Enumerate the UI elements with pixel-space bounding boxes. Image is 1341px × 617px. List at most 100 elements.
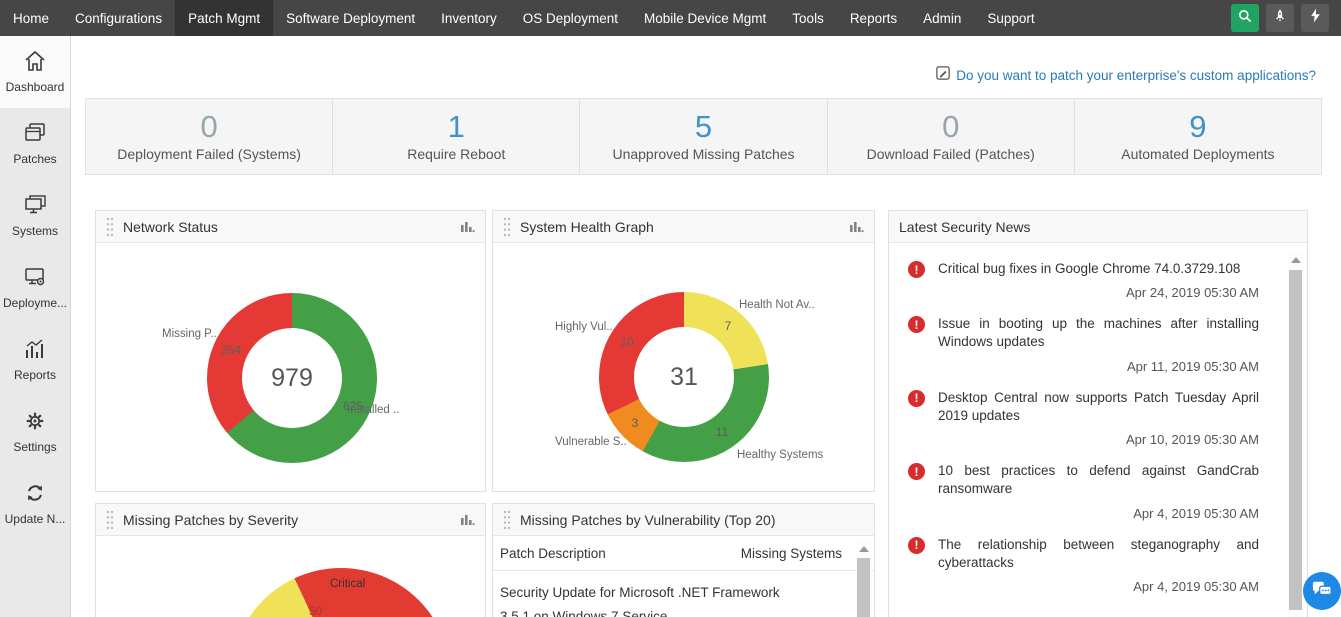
scroll-up-icon[interactable] xyxy=(1291,257,1301,263)
nav-item-software-deployment[interactable]: Software Deployment xyxy=(273,0,428,36)
nav-item-support[interactable]: Support xyxy=(974,0,1047,36)
nav-item-home[interactable]: Home xyxy=(0,0,62,36)
news-item[interactable]: ! Critical bug fixes in Google Chrome 74… xyxy=(889,247,1307,278)
column-missing-systems: Missing Systems xyxy=(741,546,842,561)
nav-item-patch-mgmt[interactable]: Patch Mgmt xyxy=(175,0,273,36)
drag-handle-icon[interactable] xyxy=(106,216,114,238)
nav-item-mobile-device-mgmt[interactable]: Mobile Device Mgmt xyxy=(631,0,779,36)
slice-value-healthy: 11 xyxy=(716,425,728,439)
slice-label-highly-vulnerable: Highly Vul.. xyxy=(555,321,613,333)
network-status-donut-chart[interactable]: 354 625 979 xyxy=(207,293,377,463)
sidebar-item-dashboard[interactable]: Dashboard xyxy=(0,36,70,108)
slice-label-vulnerable: Vulnerable S.. xyxy=(555,436,627,448)
severity-panel: Missing Patches by Severity Critical 50 xyxy=(95,503,486,617)
panel-title: Missing Patches by Vulnerability (Top 20… xyxy=(520,512,776,528)
drag-handle-icon[interactable] xyxy=(503,216,511,238)
vulnerability-table-header: Patch Description Missing Systems xyxy=(493,536,874,571)
sidebar-item-deployment[interactable]: Deployme... xyxy=(0,252,70,324)
news-item-date: Apr 10, 2019 05:30 AM xyxy=(889,425,1307,449)
bar-chart-icon[interactable] xyxy=(460,513,475,527)
nav-item-os-deployment[interactable]: OS Deployment xyxy=(510,0,631,36)
donut-total: 31 xyxy=(634,327,734,427)
network-status-panel: Network Status 354 625 979 Missing P.. I… xyxy=(95,210,486,492)
slice-label-health-not-available: Health Not Av.. xyxy=(739,299,815,311)
news-item-text: 10 best practices to defend against Gand… xyxy=(938,462,1259,498)
news-item[interactable]: ! Desktop Central now supports Patch Tue… xyxy=(889,376,1307,425)
news-item-text: Critical bug fixes in Google Chrome 74.0… xyxy=(938,260,1240,278)
stat-unapproved-missing[interactable]: 5 Unapproved Missing Patches xyxy=(579,99,826,174)
slice-label-critical: Critical xyxy=(330,578,365,590)
scroll-up-icon[interactable] xyxy=(859,546,869,552)
sidebar-item-systems[interactable]: Systems xyxy=(0,180,70,252)
vulnerability-scrollbar[interactable] xyxy=(856,542,871,617)
stat-label: Deployment Failed (Systems) xyxy=(117,146,301,162)
news-scrollbar[interactable] xyxy=(1288,253,1303,617)
custom-apps-banner-link[interactable]: Do you want to patch your enterprise's c… xyxy=(936,66,1316,85)
panel-title: Missing Patches by Severity xyxy=(123,512,298,528)
sidebar-item-update[interactable]: Update N... xyxy=(0,468,70,540)
news-item[interactable]: ! Issue in booting up the machines after… xyxy=(889,302,1307,351)
stat-automated-deployments[interactable]: 9 Automated Deployments xyxy=(1074,99,1321,174)
news-item-text: Issue in booting up the machines after i… xyxy=(938,315,1259,351)
news-item-date: Apr 4, 2019 05:30 AM xyxy=(889,572,1307,596)
stat-value: 5 xyxy=(695,111,712,144)
stat-label: Require Reboot xyxy=(407,146,505,162)
banner-link-text: Do you want to patch your enterprise's c… xyxy=(956,68,1316,83)
stat-label: Automated Deployments xyxy=(1121,146,1274,162)
top-navigation: Home Configurations Patch Mgmt Software … xyxy=(0,0,1341,36)
column-patch-description: Patch Description xyxy=(500,546,606,561)
alert-icon: ! xyxy=(908,261,925,278)
sidebar-item-patches[interactable]: Patches xyxy=(0,108,70,180)
sidebar-item-reports[interactable]: Reports xyxy=(0,324,70,396)
donut-total: 979 xyxy=(242,328,342,428)
nav-item-reports[interactable]: Reports xyxy=(837,0,910,36)
slice-value-missing: 354 xyxy=(221,343,241,357)
nav-item-tools[interactable]: Tools xyxy=(779,0,837,36)
slice-label-missing: Missing P.. xyxy=(162,328,217,340)
vulnerability-table: Patch Description Missing Systems Securi… xyxy=(493,536,874,617)
lightning-icon xyxy=(1308,7,1323,29)
monitor-icon xyxy=(22,194,48,219)
stat-require-reboot[interactable]: 1 Require Reboot xyxy=(332,99,579,174)
stat-deployment-failed[interactable]: 0 Deployment Failed (Systems) xyxy=(86,99,332,174)
bar-chart-icon[interactable] xyxy=(849,220,864,234)
sidebar-item-label: Update N... xyxy=(5,512,66,526)
scrollbar-thumb[interactable] xyxy=(1289,270,1302,610)
scrollbar-thumb[interactable] xyxy=(857,558,870,617)
bar-chart-icon[interactable] xyxy=(460,220,475,234)
gear-icon xyxy=(24,410,46,435)
stat-value: 9 xyxy=(1189,111,1206,144)
stat-download-failed[interactable]: 0 Download Failed (Patches) xyxy=(827,99,1074,174)
sidebar-item-settings[interactable]: Settings xyxy=(0,396,70,468)
patches-icon xyxy=(23,122,47,147)
stat-value: 0 xyxy=(200,111,217,144)
slice-value-critical: 50 xyxy=(309,604,322,617)
patch-description-cell: Security Update for Microsoft .NET Frame… xyxy=(500,581,800,617)
slice-value-highly-vulnerable: 10 xyxy=(620,335,633,349)
quick-actions-button[interactable] xyxy=(1301,4,1329,32)
news-item-text: The relationship between steganography a… xyxy=(938,536,1259,572)
severity-pie-chart[interactable] xyxy=(231,568,451,617)
nav-item-configurations[interactable]: Configurations xyxy=(62,0,175,36)
alert-icon: ! xyxy=(908,537,925,554)
slice-value-health-not-available: 7 xyxy=(725,319,732,333)
system-health-panel: System Health Graph 7 11 3 10 31 Health … xyxy=(492,210,875,492)
nav-item-inventory[interactable]: Inventory xyxy=(428,0,510,36)
drag-handle-icon[interactable] xyxy=(106,509,114,531)
table-row[interactable]: Security Update for Microsoft .NET Frame… xyxy=(493,571,874,617)
drag-handle-icon[interactable] xyxy=(503,509,511,531)
chat-widget-button[interactable] xyxy=(1303,572,1341,610)
security-news-panel: Latest Security News ! Critical bug fixe… xyxy=(888,210,1308,617)
search-button[interactable] xyxy=(1231,4,1259,32)
news-item-date: Apr 4, 2019 05:30 AM xyxy=(889,499,1307,523)
stat-label: Unapproved Missing Patches xyxy=(612,146,794,162)
slice-value-installed: 625 xyxy=(343,399,363,413)
nav-item-admin[interactable]: Admin xyxy=(910,0,974,36)
news-item[interactable]: ! 10 best practices to defend against Ga… xyxy=(889,449,1307,498)
main-content: Do you want to patch your enterprise's c… xyxy=(72,36,1341,617)
sidebar-item-label: Systems xyxy=(12,224,58,238)
news-item[interactable]: ! The relationship between steganography… xyxy=(889,523,1307,572)
panel-title: Network Status xyxy=(123,219,218,235)
sidebar-item-label: Deployme... xyxy=(3,296,67,310)
whats-new-button[interactable] xyxy=(1266,4,1294,32)
